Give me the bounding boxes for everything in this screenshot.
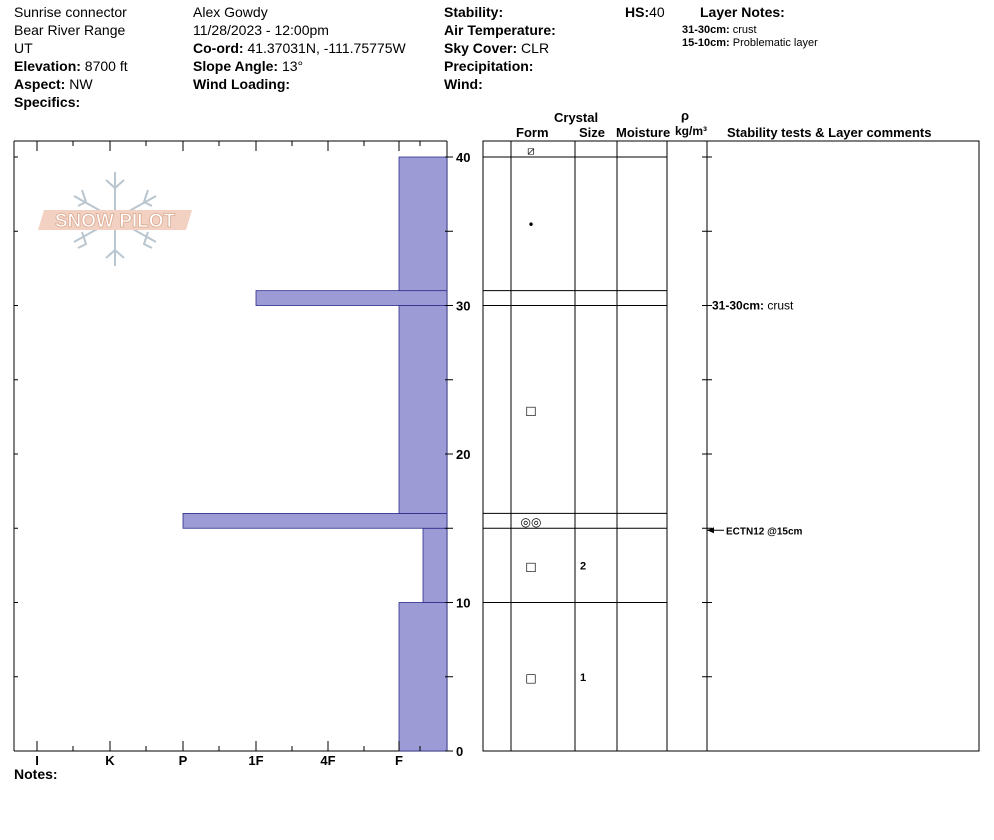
elevation-value: 8700 ft bbox=[84, 58, 128, 74]
coord-value: 41.37031N, -111.75775W bbox=[247, 40, 406, 56]
layer-notes-label: Layer Notes: bbox=[700, 4, 785, 20]
form-header: Form bbox=[516, 125, 549, 140]
hs-value: 40 bbox=[649, 4, 665, 20]
density-unit-header: kg/m³ bbox=[675, 124, 708, 138]
location: Sunrise connector bbox=[14, 4, 127, 20]
depth-tick-label: 40 bbox=[456, 150, 470, 165]
layer-comment-range: 31-30cm: bbox=[712, 299, 767, 313]
slope-value: 13° bbox=[281, 58, 304, 74]
stratigraphy-plot: ⧄ • □ ◎◎ □ 2 □ 1 31-30cm: crust ECTN12 @15cm bbox=[482, 140, 980, 752]
moisture-header: Moisture bbox=[616, 125, 671, 140]
air-temp-label: Air Temperature: bbox=[444, 22, 556, 38]
hardness-tick-label: P bbox=[179, 753, 188, 768]
hardness-plot: I K P 1F 4F F 0 10 20 30 40 bbox=[13, 140, 470, 768]
logo-text: SNOW PILOT bbox=[55, 211, 176, 232]
layer-note: 31-30cm: crust bbox=[682, 24, 757, 37]
depth-tick-label: 20 bbox=[456, 447, 470, 462]
hardness-tick-label: K bbox=[105, 753, 115, 768]
hardness-bar bbox=[255, 290, 448, 306]
elevation: Elevation: 8700 ft bbox=[14, 58, 128, 74]
logo-banner bbox=[38, 210, 192, 230]
depth-tick-label: 30 bbox=[456, 299, 470, 314]
grain-form-symbol: □ bbox=[525, 559, 536, 573]
grain-form-symbol: ◎◎ bbox=[521, 515, 542, 529]
coord-label: Co-ord: bbox=[193, 40, 244, 56]
stability-label: Stability: bbox=[444, 4, 504, 20]
hardness-bar bbox=[398, 156, 448, 292]
grain-size-label: 1 bbox=[580, 672, 586, 684]
depth-tick-label: 0 bbox=[456, 744, 463, 759]
sky-cover: Sky Cover: CLR bbox=[444, 40, 549, 56]
aspect: Aspect: NW bbox=[14, 76, 93, 92]
hardness-tick-label: F bbox=[395, 753, 403, 768]
stratigraphy-frame bbox=[482, 140, 980, 752]
layer-comment-text: crust bbox=[767, 299, 794, 313]
total-height: HS:40 bbox=[625, 4, 665, 20]
layer-note-text: Problematic layer bbox=[732, 37, 818, 49]
hardness-tick-label: I bbox=[35, 753, 39, 768]
depth-tick-label: 10 bbox=[456, 596, 470, 611]
aspect-value: NW bbox=[69, 76, 93, 92]
layer-note-text: crust bbox=[732, 24, 757, 36]
stability-test-label: ECTN12 @15cm bbox=[726, 526, 803, 537]
layer-comment: 31-30cm: crust bbox=[712, 299, 794, 313]
elevation-label: Elevation: bbox=[14, 58, 81, 74]
wind-loading-label: Wind Loading: bbox=[193, 76, 291, 92]
grain-size-label: 2 bbox=[580, 560, 586, 572]
size-header: Size bbox=[579, 125, 606, 140]
hardness-bar bbox=[182, 513, 448, 529]
arrow-head-icon bbox=[707, 527, 714, 534]
grain-form-symbol: □ bbox=[525, 671, 536, 685]
coordinates: Co-ord: 41.37031N, -111.75775W bbox=[193, 40, 406, 56]
sky-label: Sky Cover: bbox=[444, 40, 518, 56]
layer-note: 15-10cm: Problematic layer bbox=[682, 37, 818, 50]
state: UT bbox=[14, 40, 33, 56]
crystal-header: Crystal bbox=[554, 110, 599, 125]
slope-angle: Slope Angle: 13° bbox=[193, 58, 303, 74]
datetime: 11/28/2023 - 12:00pm bbox=[193, 22, 329, 38]
notes-label: Notes: bbox=[14, 766, 58, 782]
hardness-bar bbox=[398, 305, 448, 514]
layer-note-range: 31-30cm: bbox=[682, 24, 730, 36]
hardness-bar bbox=[398, 602, 448, 752]
aspect-label: Aspect: bbox=[14, 76, 66, 92]
hardness-bar bbox=[422, 527, 448, 603]
specifics-label: Specifics: bbox=[14, 94, 81, 110]
snowpilot-logo: SNOW PILOT bbox=[38, 172, 192, 266]
mountain-range: Bear River Range bbox=[14, 22, 126, 38]
layer-note-range: 15-10cm: bbox=[682, 37, 730, 49]
comments-header: Stability tests & Layer comments bbox=[727, 125, 932, 140]
slope-label: Slope Angle: bbox=[193, 58, 279, 74]
hardness-tick-label: 4F bbox=[320, 753, 335, 768]
hardness-tick-label: 1F bbox=[248, 753, 263, 768]
sky-value: CLR bbox=[521, 40, 550, 56]
precipitation-label: Precipitation: bbox=[444, 58, 534, 74]
observer: Alex Gowdy bbox=[193, 4, 268, 20]
rho-header: ρ bbox=[681, 108, 690, 123]
grain-form-symbol: □ bbox=[525, 403, 536, 417]
wind-label: Wind: bbox=[444, 76, 483, 92]
grain-form-symbol: • bbox=[527, 218, 534, 232]
grain-form-symbol: ⧄ bbox=[527, 144, 535, 158]
hs-label: HS: bbox=[625, 4, 650, 20]
